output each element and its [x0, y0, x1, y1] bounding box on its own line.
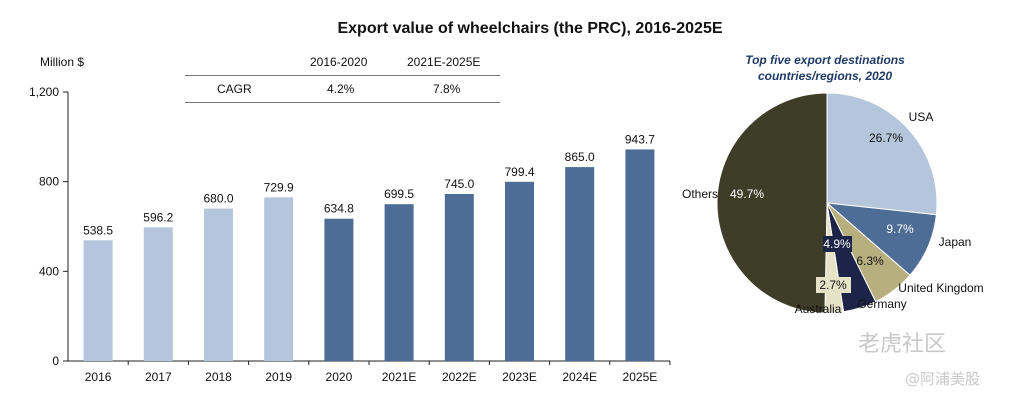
pie-title-line: Top five export destinations [745, 53, 905, 67]
pie-value-label: 49.7% [730, 187, 764, 201]
pie-slice [826, 92, 938, 216]
bar [324, 218, 354, 361]
bar [565, 167, 595, 361]
bar-value-label: 699.5 [384, 187, 414, 201]
cagr-table: 2016-2020 2021E-2025E CAGR 4.2% 7.8% [185, 55, 500, 105]
pie-category-label: Germany [857, 297, 906, 311]
pie-category-label: United Kingdom [898, 281, 983, 295]
pie-value-label: 6.3% [856, 254, 884, 268]
pie-value-label: 26.7% [869, 131, 903, 145]
cagr-period-header: 2016-2020 [310, 55, 368, 69]
watermark-handle: @阿浦美股 [905, 370, 981, 388]
x-tick-label: 2018 [205, 370, 232, 384]
pie-category-label: Japan [939, 235, 972, 249]
x-tick-label: 2021E [382, 370, 417, 384]
cagr-period-header: 2021E-2025E [407, 55, 481, 69]
x-tick-label: 2022E [442, 370, 477, 384]
x-tick-label: 2017 [145, 370, 172, 384]
bar [444, 193, 474, 361]
pie-value-label: 2.7% [819, 278, 847, 292]
bar-value-label: 865.0 [565, 150, 595, 164]
pie-category-label: Australia [795, 302, 842, 316]
pie-category-label: USA [909, 110, 934, 124]
pie-title-line: countries/regions, 2020 [757, 69, 893, 83]
bar-value-label: 943.7 [625, 132, 655, 146]
bar-value-label: 596.2 [143, 210, 173, 224]
bar-chart: 0 400 800 1,200 538.5 2016 596.2 2017 680.0 2018 7… [29, 85, 671, 384]
x-tick-label: 2016 [85, 370, 112, 384]
y-tick-label: 1,200 [29, 85, 59, 99]
bar [204, 208, 233, 361]
bar-value-label: 799.4 [504, 165, 534, 179]
x-tick-label: 2020 [326, 370, 353, 384]
x-tick-label: 2024E [562, 370, 597, 384]
bar [143, 227, 173, 361]
cagr-row-label: CAGR [217, 82, 252, 96]
bar-value-label: 680.0 [203, 192, 233, 206]
bar [505, 181, 534, 361]
bar [625, 149, 655, 361]
x-tick-label: 2025E [623, 370, 658, 384]
chart-title: Export value of wheelchairs (the PRC), 2… [337, 20, 723, 37]
cagr-value: 7.8% [433, 82, 461, 96]
bar-value-label: 634.8 [324, 202, 354, 216]
bar-value-label: 745.0 [444, 177, 474, 191]
table-divider [185, 75, 500, 76]
pie-chart-title: Top five export destinations countries/r… [715, 52, 935, 84]
watermark-text: 老虎社区 [858, 332, 947, 357]
bar [384, 204, 414, 361]
y-axis-unit-label: Million $ [40, 55, 85, 69]
x-tick-label: 2023E [502, 370, 537, 384]
bar [264, 197, 294, 361]
pie-value-label: 4.9% [823, 237, 851, 251]
bar-value-label: 538.5 [83, 223, 113, 237]
bar [83, 240, 113, 361]
bar-value-label: 729.9 [264, 180, 294, 194]
pie-value-label: 9.7% [886, 222, 914, 236]
pie-slice [716, 92, 828, 314]
table-divider [185, 102, 500, 103]
pie-value-label-bg [823, 236, 852, 252]
pie-value-label-bg [816, 277, 851, 293]
cagr-value: 4.2% [327, 82, 355, 96]
y-tick-label: 800 [39, 175, 59, 189]
x-tick-label: 2019 [265, 370, 292, 384]
y-tick-label: 400 [39, 264, 59, 278]
pie-category-label: Others [682, 187, 718, 201]
y-tick-label: 0 [52, 354, 59, 368]
